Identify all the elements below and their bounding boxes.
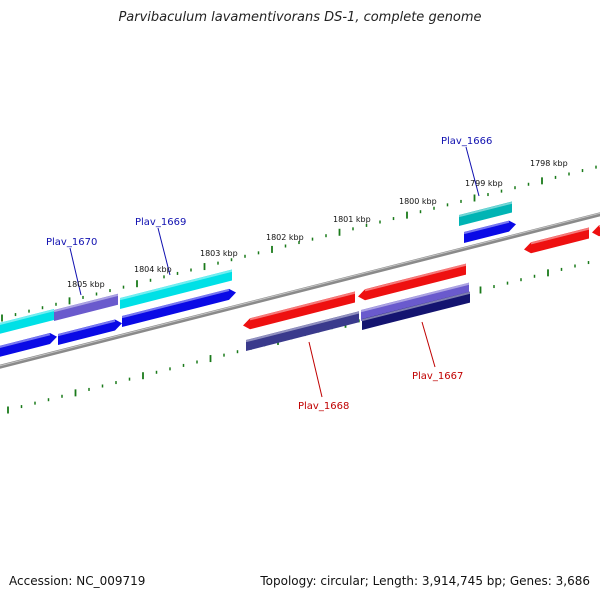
callout-line-plav_1670 — [69, 247, 82, 296]
kbp-label-1: 1804 kbp — [134, 265, 172, 274]
callout-line-plav_1669 — [157, 227, 171, 276]
kbp-labels: 1805 kbp 1804 kbp 1803 kbp 1802 kbp 1801 kbp… — [67, 159, 568, 289]
gene-blue-1669b — [121, 288, 236, 327]
gene-label-plav_1668: Plav_1668 — [298, 401, 349, 412]
gene-blue-1666b — [463, 220, 516, 243]
gene-red-edge — [592, 224, 600, 237]
gene-cyan-1669 — [119, 269, 233, 309]
gene-label-plav_1667: Plav_1667 — [412, 371, 463, 382]
gene-label-plav_1670: Plav_1670 — [46, 237, 97, 248]
gene-cyan-left — [0, 309, 55, 334]
gene-label-plav_1669: Plav_1669 — [135, 217, 186, 228]
genome-backbone — [0, 212, 600, 369]
kbp-label-2: 1803 kbp — [200, 249, 238, 258]
kbp-label-3: 1802 kbp — [266, 233, 304, 242]
kbp-label-5: 1800 kbp — [399, 197, 437, 206]
kbp-label-4: 1801 kbp — [333, 215, 371, 224]
genome-backbone-highlight — [0, 212, 600, 367]
genome-info-label: Topology: circular; Length: 3,914,745 bp… — [260, 574, 590, 588]
accession-label: Accession: NC_009719 — [9, 574, 146, 588]
map-title: Parvibaculum lavamentivorans DS-1, compl… — [118, 10, 482, 25]
callout-line-plav_1668 — [308, 341, 323, 398]
gene-red-1667 — [358, 263, 467, 301]
kbp-label-6: 1799 kbp — [465, 179, 503, 188]
gene-lilac-1667 — [360, 282, 470, 321]
gene-lilac-1670 — [53, 293, 119, 321]
kbp-label-0: 1805 kbp — [67, 280, 105, 289]
callout-line-plav_1667 — [421, 321, 436, 368]
gene-blue-1670b — [57, 319, 122, 345]
kbp-label-7: 1798 kbp — [530, 159, 568, 168]
callout-line-plav_1666 — [465, 146, 480, 197]
gene-navy-1668 — [245, 311, 360, 351]
gene-blue-left — [0, 333, 57, 357]
gene-features — [0, 201, 600, 357]
gene-red-right — [524, 227, 590, 254]
gene-label-plav_1666: Plav_1666 — [441, 136, 492, 147]
gene-teal-1666 — [458, 201, 513, 226]
gene-callouts: Plav_1670 Plav_1669 Plav_1666 Plav_1668 Plav… — [46, 136, 492, 412]
gene-darknavy-1667 — [361, 291, 471, 330]
gene-red-1668 — [243, 291, 356, 330]
